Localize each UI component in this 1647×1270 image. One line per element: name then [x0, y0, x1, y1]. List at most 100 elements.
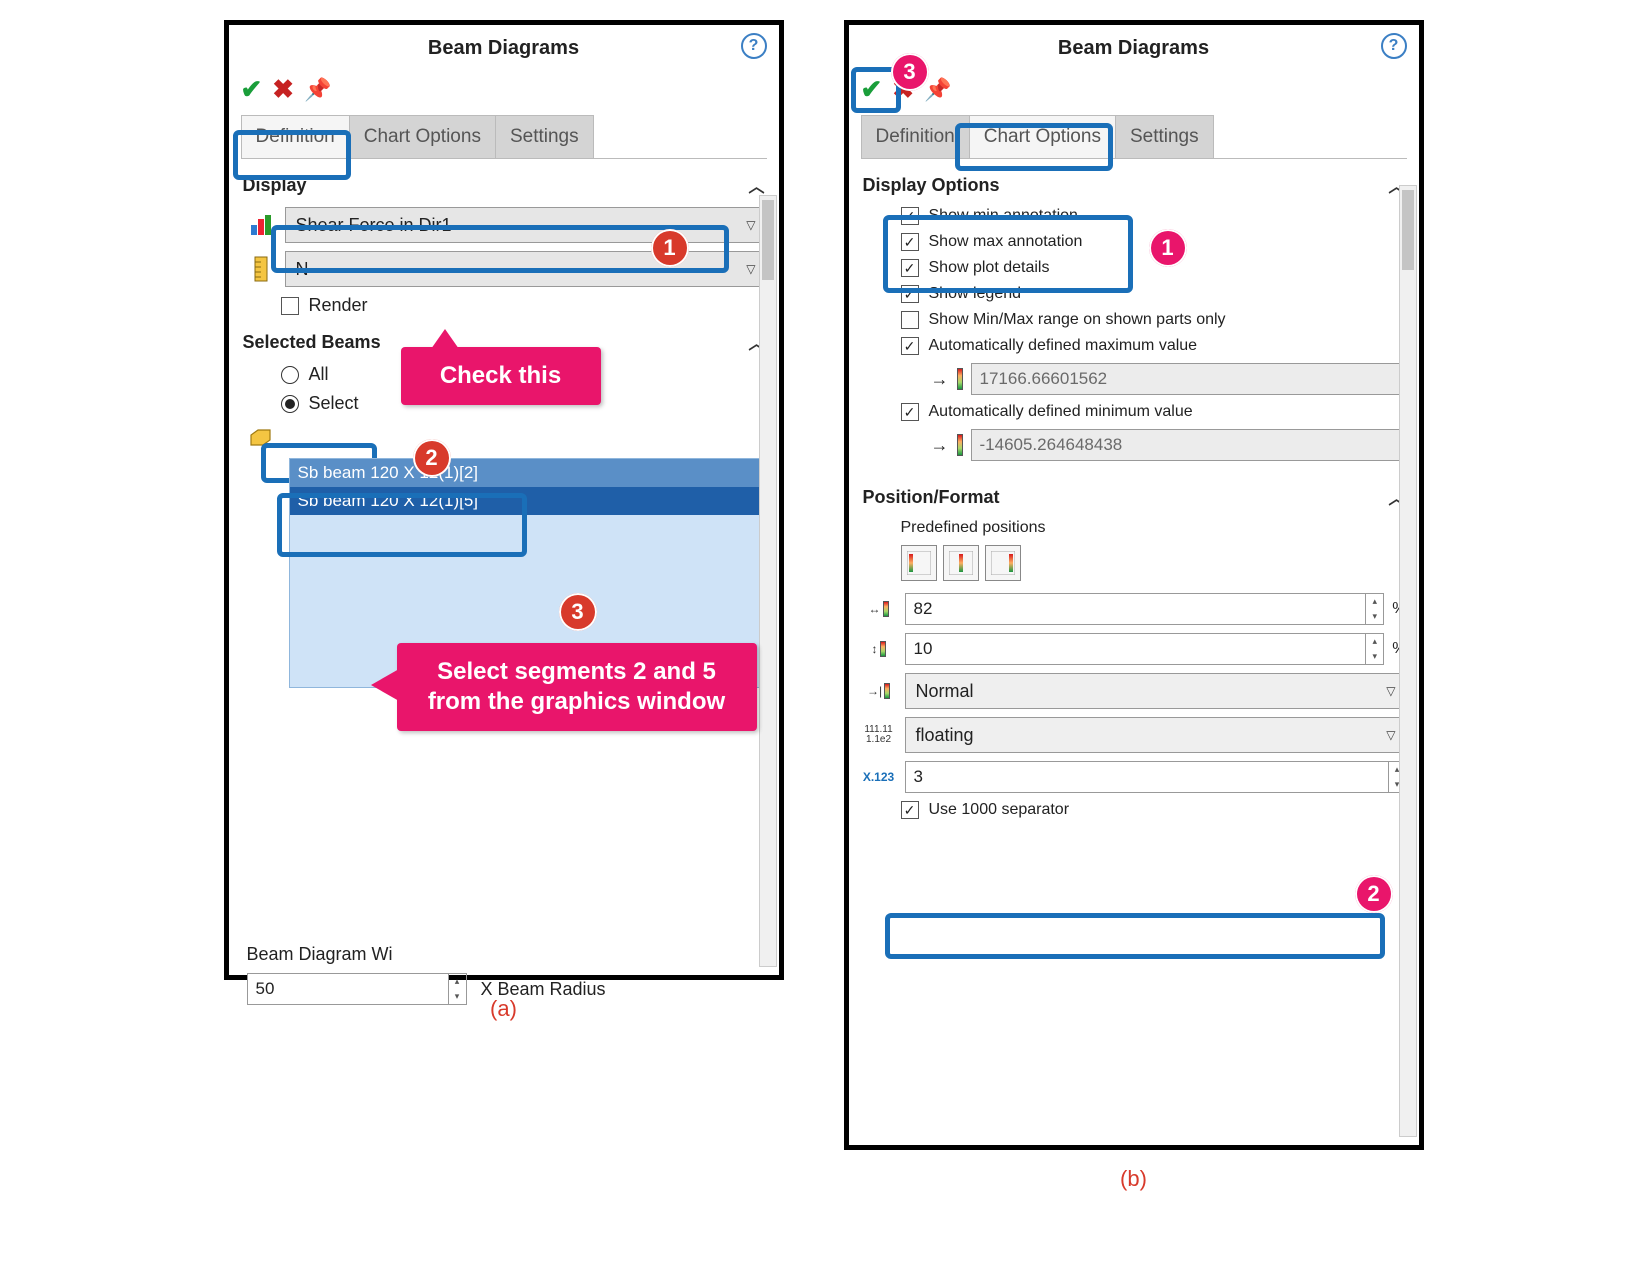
min-value-input[interactable]: -14605.264648438 [971, 429, 1407, 461]
chevron-down-icon: ▽ [746, 218, 755, 232]
chk-automax[interactable] [901, 337, 919, 355]
beam-diagram-width-label: Beam Diagram Wi [247, 944, 393, 965]
scrollbar[interactable] [1399, 185, 1417, 1137]
callout-select-text: Select segments 2 and 5 from the graphic… [428, 658, 725, 715]
panel-b: Beam Diagrams ? ✔ ✖ 📌 3 Definition Chart… [844, 20, 1424, 1150]
callout-select-segments: Select segments 2 and 5 from the graphic… [397, 643, 757, 731]
unit-value: N [296, 259, 309, 280]
list-item[interactable]: Sb beam 120 X 12(1)[2] [290, 459, 766, 487]
apply-icon[interactable]: ✔ [241, 74, 263, 105]
callout-check-text: Check this [440, 362, 561, 389]
input-10[interactable]: 10 [905, 633, 1367, 665]
collapse-icon[interactable]: ︿ [748, 173, 764, 197]
chk-show-min[interactable] [901, 207, 919, 225]
beam-diagram-width-input[interactable]: 50 [247, 973, 449, 1005]
highlight-floating [885, 913, 1385, 959]
chevron-down-icon: ▽ [1386, 728, 1395, 742]
help-icon[interactable]: ? [741, 33, 767, 59]
tab-definition[interactable]: Definition [861, 115, 970, 158]
height-icon: ↕ [861, 641, 897, 657]
section-display-label: Display [243, 175, 307, 196]
val-82: 82 [914, 599, 933, 619]
section-selected-beams-label: Selected Beams [243, 332, 381, 353]
precision-icon: X.123 [861, 770, 897, 784]
badge-2: 2 [1355, 875, 1393, 913]
pos-right[interactable] [985, 545, 1021, 581]
arrow-icon: → [931, 369, 949, 390]
radio-all[interactable] [281, 366, 299, 384]
arrow-icon: → [931, 435, 949, 456]
chk-1000-sep[interactable] [901, 801, 919, 819]
spin-buttons[interactable]: ▴▾ [1366, 633, 1384, 665]
radio-select[interactable] [281, 395, 299, 413]
toolbar: ✔ ✖ 📌 [241, 70, 767, 115]
pin-icon[interactable]: 📌 [924, 77, 951, 103]
apply-icon[interactable]: ✔ [861, 74, 883, 105]
chk-show-legend[interactable] [901, 285, 919, 303]
panel-a: Beam Diagrams ? ✔ ✖ 📌 Definition Chart O… [224, 20, 784, 980]
spin-buttons[interactable]: ▴▾ [449, 973, 467, 1005]
chk-automax-label: Automatically defined maximum value [929, 337, 1198, 355]
radio-select-label: Select [309, 393, 359, 414]
section-position-format-label: Position/Format [863, 487, 1000, 508]
badge-3: 3 [891, 53, 929, 91]
chk-1000-sep-label: Use 1000 separator [929, 801, 1070, 819]
floating-value: floating [916, 725, 974, 746]
format-icon: 111.111.1e2 [861, 725, 897, 745]
callout-check-this: Check this [401, 347, 601, 405]
chk-show-min-label: Show min annotation [929, 207, 1078, 225]
cancel-icon[interactable]: ✖ [272, 74, 294, 105]
section-display-options: Display Options ︿ [861, 163, 1407, 203]
unit-icon [247, 255, 275, 283]
tabs: Definition Chart Options Settings [241, 115, 767, 159]
gradient-icon [957, 434, 963, 456]
min-value: -14605.264648438 [980, 435, 1123, 455]
badge-3: 3 [559, 593, 597, 631]
tab-settings[interactable]: Settings [1115, 115, 1214, 158]
section-display-options-label: Display Options [863, 175, 1000, 196]
chk-range[interactable] [901, 311, 919, 329]
predefined-positions [901, 545, 1407, 581]
list-item[interactable]: Sb beam 120 X 12(1)[5] [290, 487, 766, 515]
input-82[interactable]: 82 [905, 593, 1367, 625]
result-type-dropdown[interactable]: Shear Force in Dir1 ▽ [285, 207, 767, 243]
normal-value: Normal [916, 681, 974, 702]
x-beam-radius-label: X Beam Radius [481, 979, 606, 1000]
tab-definition[interactable]: Definition [241, 115, 350, 158]
pos-left[interactable] [901, 545, 937, 581]
scrollbar[interactable] [759, 195, 777, 967]
max-value-input[interactable]: 17166.66601562 [971, 363, 1407, 395]
section-display: Display ︿ [241, 163, 767, 203]
normal-dropdown[interactable]: Normal ▽ [905, 673, 1407, 709]
floating-dropdown[interactable]: floating ▽ [905, 717, 1407, 753]
chk-show-plot[interactable] [901, 259, 919, 277]
tab-chart-options[interactable]: Chart Options [969, 115, 1116, 158]
chk-range-label: Show Min/Max range on shown parts only [929, 311, 1226, 329]
render-checkbox[interactable] [281, 297, 299, 315]
tab-settings[interactable]: Settings [495, 115, 594, 158]
max-value: 17166.66601562 [980, 369, 1108, 389]
tabs: Definition Chart Options Settings [861, 115, 1407, 159]
pin-icon[interactable]: 📌 [304, 77, 331, 103]
chk-show-plot-label: Show plot details [929, 259, 1050, 277]
tab-chart-options[interactable]: Chart Options [349, 115, 496, 158]
val-3: 3 [914, 767, 923, 787]
help-icon[interactable]: ? [1381, 33, 1407, 59]
section-position-format: Position/Format ︿ [861, 475, 1407, 515]
beam-list-icon [247, 426, 275, 454]
panel-title: Beam Diagrams [1058, 37, 1209, 60]
radio-all-label: All [309, 364, 329, 385]
width-icon: ↔ [861, 601, 897, 617]
chk-automin[interactable] [901, 403, 919, 421]
panel-title: Beam Diagrams [428, 37, 579, 60]
beam-diagram-width-value: 50 [256, 979, 275, 999]
pos-center[interactable] [943, 545, 979, 581]
unit-dropdown[interactable]: N ▽ [285, 251, 767, 287]
result-type-value: Shear Force in Dir1 [296, 215, 452, 236]
val-10: 10 [914, 639, 933, 659]
spin-buttons[interactable]: ▴▾ [1366, 593, 1384, 625]
chk-show-max[interactable] [901, 233, 919, 251]
input-3[interactable]: 3 [905, 761, 1389, 793]
chk-show-max-label: Show max annotation [929, 233, 1083, 251]
badge-1: 1 [651, 229, 689, 267]
